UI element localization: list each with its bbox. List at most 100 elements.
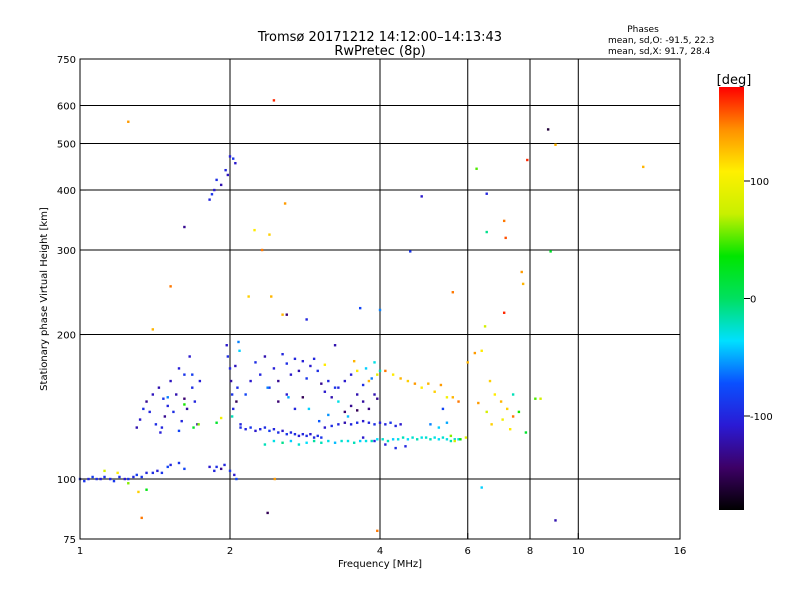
data-point bbox=[229, 379, 233, 383]
data-point bbox=[554, 519, 557, 522]
data-point bbox=[272, 367, 276, 370]
data-point bbox=[297, 443, 301, 446]
data-point bbox=[254, 361, 257, 364]
x-tick-label: 6 bbox=[465, 546, 471, 557]
data-point bbox=[254, 429, 257, 433]
data-point bbox=[517, 410, 521, 414]
data-point bbox=[95, 477, 98, 481]
data-point bbox=[437, 438, 441, 441]
data-point bbox=[384, 369, 387, 373]
data-point bbox=[249, 379, 252, 383]
data-point bbox=[236, 386, 239, 389]
data-point bbox=[145, 488, 148, 491]
data-point bbox=[327, 413, 330, 417]
data-point bbox=[198, 379, 202, 383]
data-point bbox=[166, 404, 169, 408]
data-point bbox=[228, 469, 232, 473]
data-point bbox=[312, 357, 316, 361]
y-tick-label: 300 bbox=[57, 246, 76, 257]
data-point bbox=[352, 441, 356, 444]
data-point bbox=[112, 479, 116, 483]
data-point bbox=[445, 438, 449, 441]
y-axis-ticks: 75 100 200 300 400 500 600 750 bbox=[57, 55, 86, 546]
data-point bbox=[459, 438, 462, 441]
data-point bbox=[135, 426, 138, 429]
data-point bbox=[378, 308, 382, 312]
data-point bbox=[309, 432, 312, 436]
data-point bbox=[215, 178, 218, 182]
data-point bbox=[499, 400, 503, 403]
data-point bbox=[477, 401, 480, 405]
data-point bbox=[396, 438, 400, 441]
y-tick-label: 500 bbox=[57, 140, 76, 151]
data-point bbox=[361, 400, 365, 403]
data-point bbox=[183, 467, 186, 471]
data-point bbox=[135, 473, 138, 477]
data-point bbox=[142, 407, 145, 411]
data-point bbox=[277, 400, 280, 403]
data-point bbox=[305, 434, 308, 438]
data-point bbox=[183, 373, 186, 376]
data-point bbox=[293, 407, 297, 411]
data-point bbox=[490, 423, 493, 426]
data-point bbox=[244, 428, 247, 431]
data-point bbox=[281, 441, 284, 444]
data-point bbox=[337, 386, 340, 389]
data-point bbox=[485, 410, 488, 414]
data-point bbox=[226, 173, 230, 177]
data-point bbox=[208, 198, 211, 201]
data-point bbox=[493, 393, 497, 396]
data-point bbox=[320, 441, 323, 444]
data-point bbox=[502, 219, 506, 223]
data-point bbox=[420, 386, 423, 389]
data-point bbox=[352, 359, 356, 363]
stats-line-x: mean, sd,X: 91.7, 28.4 bbox=[608, 47, 711, 57]
data-point bbox=[180, 419, 183, 423]
data-point bbox=[253, 228, 256, 232]
data-point bbox=[343, 421, 347, 424]
data-point bbox=[501, 418, 504, 421]
data-point bbox=[235, 477, 238, 481]
data-point bbox=[323, 390, 327, 393]
data-point bbox=[263, 355, 267, 358]
data-point bbox=[355, 421, 359, 424]
data-point bbox=[361, 383, 365, 387]
data-point bbox=[358, 306, 362, 310]
data-point bbox=[137, 490, 140, 494]
data-point bbox=[309, 364, 312, 368]
data-point bbox=[145, 400, 148, 403]
data-point bbox=[154, 423, 158, 426]
data-point bbox=[505, 407, 509, 411]
data-point bbox=[230, 415, 234, 418]
data-point bbox=[511, 393, 515, 396]
data-point bbox=[449, 434, 453, 438]
data-point bbox=[148, 410, 151, 414]
data-point bbox=[196, 423, 199, 426]
data-point bbox=[475, 167, 478, 170]
data-point bbox=[238, 349, 241, 352]
data-point bbox=[177, 367, 181, 370]
data-point bbox=[449, 439, 453, 443]
data-point bbox=[316, 369, 319, 373]
data-point bbox=[192, 426, 195, 429]
data-point bbox=[373, 423, 376, 426]
data-point bbox=[140, 475, 143, 479]
data-point bbox=[285, 362, 288, 365]
data-point bbox=[391, 438, 395, 441]
data-point bbox=[394, 446, 397, 450]
data-point bbox=[439, 383, 443, 387]
data-point bbox=[409, 250, 412, 253]
data-point bbox=[337, 400, 340, 403]
data-point bbox=[483, 325, 487, 328]
y-tick-label: 600 bbox=[57, 102, 76, 113]
data-point bbox=[429, 438, 432, 441]
data-point bbox=[367, 421, 371, 424]
data-point bbox=[157, 386, 161, 389]
data-point bbox=[441, 436, 445, 439]
data-point bbox=[293, 432, 297, 436]
data-point bbox=[415, 438, 419, 441]
data-point bbox=[346, 439, 350, 443]
data-point bbox=[208, 465, 211, 469]
data-point bbox=[175, 393, 178, 396]
data-point bbox=[524, 431, 528, 434]
